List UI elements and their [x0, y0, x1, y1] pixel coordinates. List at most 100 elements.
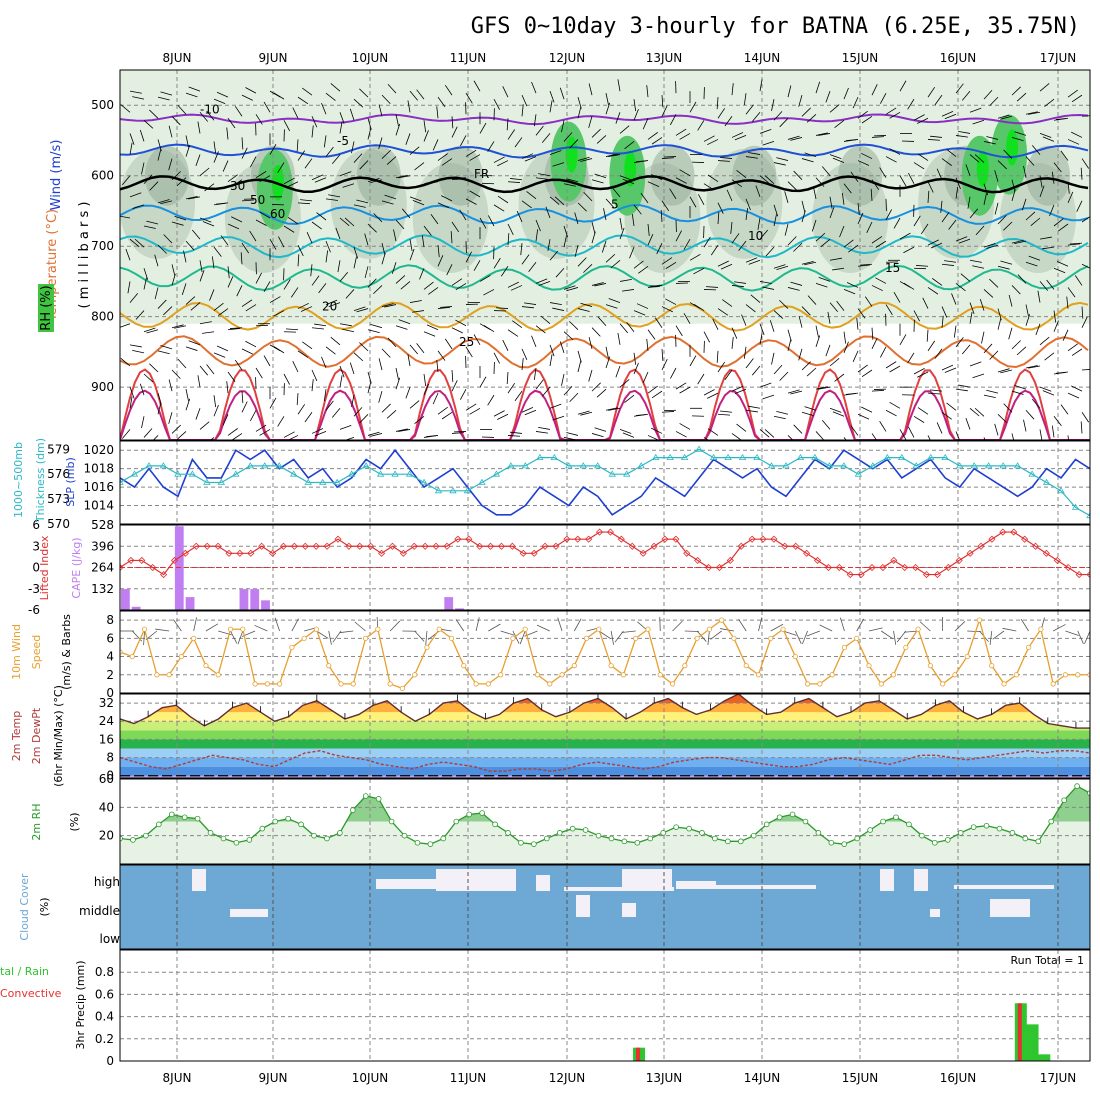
wind-barb	[185, 135, 189, 148]
wind10-point	[166, 672, 172, 678]
thickness-point	[898, 453, 906, 460]
bottom-day-label: 11JUN	[450, 1071, 487, 1085]
lifted-index-point	[922, 571, 931, 579]
wind-barb	[619, 125, 630, 134]
wind-barb	[437, 245, 440, 258]
wind-barb	[451, 221, 460, 233]
wind-barb	[750, 294, 761, 303]
surface-heat-contour	[120, 368, 1090, 440]
wind-barb	[720, 156, 733, 159]
wind-barb	[793, 242, 803, 252]
wind-barb	[857, 364, 868, 373]
thickness-point	[304, 478, 312, 485]
wind-barb	[689, 196, 697, 208]
wind-barb	[633, 352, 637, 365]
wind-barb	[591, 231, 596, 244]
wind-barb	[1042, 136, 1055, 142]
wind-barb	[693, 303, 705, 311]
thickness-point	[290, 470, 298, 477]
wind-barb	[958, 238, 971, 244]
wind-barb	[762, 286, 775, 290]
wind-barb	[815, 386, 828, 390]
thickness-point	[825, 462, 834, 469]
lifted-index-point	[247, 549, 255, 557]
rh-saturated-core	[624, 150, 637, 187]
wind-barb	[815, 232, 826, 242]
wind-barb	[190, 302, 201, 311]
wind-barb	[549, 100, 553, 113]
wind-barb	[538, 281, 551, 286]
wind-barb	[955, 177, 961, 189]
wind-barb	[818, 276, 831, 282]
wind-barb	[311, 125, 314, 138]
wind-barb	[286, 328, 299, 331]
wind10-barb	[954, 620, 966, 632]
cloud-block	[716, 885, 816, 889]
wind-barb	[917, 371, 929, 378]
cape-axis-label: CAPE (J/kg)	[70, 537, 83, 598]
wind-barb	[989, 96, 999, 107]
rh2m-point	[543, 835, 550, 842]
wind-barb	[577, 156, 590, 161]
wind10-barb	[992, 630, 1005, 640]
wind-barb	[1011, 340, 1021, 350]
wind10-point	[448, 635, 455, 641]
wind-barb	[125, 248, 131, 261]
wind-barb	[297, 96, 309, 105]
rh2m-point	[1061, 797, 1067, 804]
wind-barb	[157, 148, 162, 161]
wind-barb	[423, 225, 432, 236]
wind-barb	[843, 183, 852, 194]
thickness-point	[1042, 478, 1051, 485]
thickness-point	[246, 462, 255, 469]
wind10-point	[534, 672, 541, 678]
wind-barb	[473, 334, 481, 346]
wind-barb	[520, 243, 523, 256]
thickness-point	[955, 462, 964, 469]
wind-barb	[339, 121, 343, 134]
lifted-index-axis-label: Lifted Index	[38, 535, 51, 600]
wind-barb	[997, 160, 1007, 170]
wind-barb	[259, 175, 271, 183]
wind-barb	[139, 383, 145, 396]
wind-barb	[444, 84, 453, 96]
wind10-point	[240, 626, 246, 632]
wind-barb	[647, 285, 660, 288]
wind-barb	[852, 350, 859, 362]
wind-barb	[829, 302, 839, 313]
wind-barb	[521, 94, 528, 107]
wind-barb	[903, 282, 915, 290]
wind-barb	[227, 428, 238, 436]
wind-barb	[1011, 137, 1024, 142]
wind-barb	[717, 108, 726, 119]
wind-barb	[234, 106, 243, 117]
cape-tick-label: 132	[91, 582, 114, 596]
wind-barb	[879, 421, 887, 432]
wind-barb	[661, 359, 668, 371]
temperature-contour	[120, 113, 1089, 126]
wind-barb	[321, 103, 327, 115]
wind-barb	[804, 152, 817, 157]
temp2m-tick-label: 32	[99, 696, 114, 710]
wind-barb	[907, 98, 915, 110]
wind-barb	[339, 271, 349, 282]
wind-barb	[633, 260, 644, 269]
wind-barb	[416, 89, 425, 100]
wind10-point	[841, 644, 848, 651]
wind-barb	[311, 379, 314, 392]
wind-barb	[920, 223, 929, 235]
rh2m-point	[867, 827, 873, 833]
wind-barb	[393, 229, 397, 242]
lifted-index-point	[170, 556, 179, 564]
lifted-index-point	[160, 571, 168, 579]
wind-barb	[969, 311, 973, 324]
wind10-barb	[1002, 627, 1017, 632]
wind-barb	[1071, 348, 1083, 356]
precip-tick-label: 0.2	[95, 1032, 114, 1046]
wind-barb	[1053, 218, 1064, 227]
wind-barb	[538, 173, 551, 177]
wind-barb	[367, 178, 380, 183]
wind10-point	[154, 672, 160, 678]
wind-barb	[409, 196, 422, 202]
thickness-tick-label: 570	[47, 517, 70, 531]
